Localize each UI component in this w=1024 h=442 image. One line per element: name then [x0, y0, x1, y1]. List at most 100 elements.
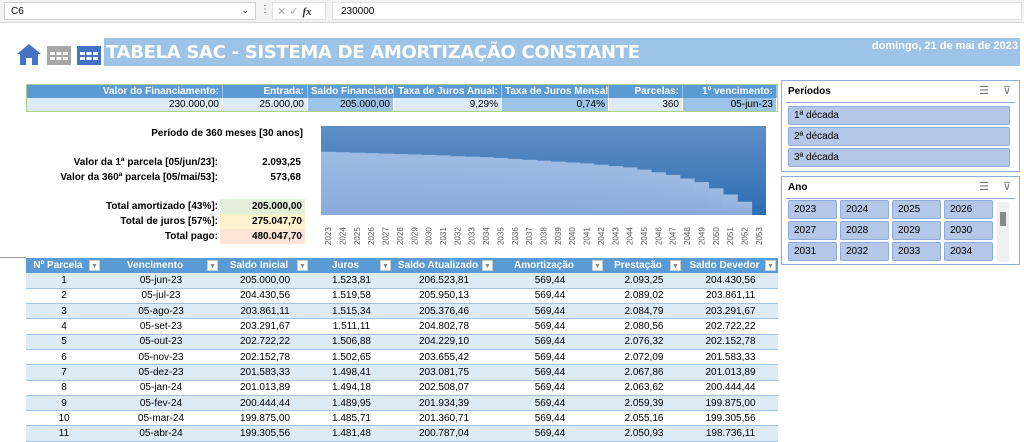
table-cell[interactable]: 1.498,41: [310, 364, 393, 381]
table-cell[interactable]: 10: [26, 410, 102, 427]
table-cell[interactable]: 569,44: [495, 395, 605, 412]
table-cell[interactable]: 201.583,33: [683, 349, 778, 366]
table-cell[interactable]: 203.655,42: [393, 349, 495, 366]
cancel-icon[interactable]: ✕: [277, 6, 287, 18]
table-cell[interactable]: 05-jan-24: [102, 380, 220, 396]
slicer-item[interactable]: 2026: [944, 200, 993, 219]
table-cell[interactable]: 201.583,33: [220, 364, 310, 381]
table-cell[interactable]: 569,44: [495, 410, 605, 427]
table-cell[interactable]: 5: [26, 334, 102, 350]
table-cell[interactable]: 8: [26, 380, 102, 396]
table-cell[interactable]: 205.950,13: [393, 288, 495, 305]
table-cell[interactable]: 202.152,78: [220, 349, 310, 366]
table-cell[interactable]: 1.506,88: [310, 334, 393, 350]
slicer-item[interactable]: 2023: [788, 200, 837, 219]
table-cell[interactable]: 2.072,09: [605, 349, 683, 366]
clear-filter-icon[interactable]: ⊽: [1002, 85, 1011, 97]
table-cell[interactable]: 7: [26, 364, 102, 381]
table-cell[interactable]: 1.489,95: [310, 395, 393, 412]
table-cell[interactable]: 05-mar-24: [102, 410, 220, 427]
table-cell[interactable]: 204.802,78: [393, 318, 495, 335]
table-cell[interactable]: 1.485,71: [310, 410, 393, 427]
slicer-item[interactable]: 2025: [892, 200, 941, 219]
chevron-down-icon[interactable]: ⌄: [241, 5, 249, 15]
table-cell[interactable]: 569,44: [495, 288, 605, 305]
calendar-icon[interactable]: [46, 42, 72, 66]
table-cell[interactable]: 05-ago-23: [102, 303, 220, 320]
table-cell[interactable]: 203.291,67: [683, 303, 778, 320]
table-cell[interactable]: 569,44: [495, 318, 605, 335]
slicer-item[interactable]: 1ª década: [788, 106, 1010, 125]
slicer-scrollbar[interactable]: [997, 202, 1009, 262]
slicer-item[interactable]: 2ª década: [788, 127, 1010, 146]
scrollbar-thumb[interactable]: [1000, 212, 1006, 226]
more-icon[interactable]: ⋮: [260, 4, 270, 15]
table-cell[interactable]: 4: [26, 318, 102, 335]
table-cell[interactable]: 200.444,44: [220, 395, 310, 412]
info-value[interactable]: 25.000,00: [223, 98, 308, 111]
table-cell[interactable]: 202.152,78: [683, 334, 778, 350]
table-cell[interactable]: 2.076,32: [605, 334, 683, 350]
name-box[interactable]: C6 ⌄: [4, 2, 256, 20]
table-cell[interactable]: 05-jul-23: [102, 288, 220, 305]
multi-select-icon[interactable]: ☰: [979, 85, 989, 97]
table-cell[interactable]: 201.013,89: [220, 380, 310, 396]
slicer-item[interactable]: 2033: [892, 242, 941, 261]
table-cell[interactable]: 6: [26, 349, 102, 366]
table-cell[interactable]: 569,44: [495, 349, 605, 366]
slicer-item[interactable]: 2032: [840, 242, 889, 261]
table-cell[interactable]: 2: [26, 288, 102, 305]
table-cell[interactable]: 199.305,56: [683, 410, 778, 427]
filter-dropdown-icon[interactable]: ▼: [670, 260, 681, 271]
table-cell[interactable]: 2.084,79: [605, 303, 683, 320]
table-cell[interactable]: 2.089,02: [605, 288, 683, 305]
slicer-item[interactable]: 2030: [944, 221, 993, 240]
table-cell[interactable]: 1.523,81: [310, 273, 393, 289]
table-cell[interactable]: 204.430,56: [683, 273, 778, 289]
table-cell[interactable]: 9: [26, 395, 102, 412]
table-cell[interactable]: 199.875,00: [683, 395, 778, 412]
table-cell[interactable]: 202.722,22: [683, 318, 778, 335]
table-cell[interactable]: 2.067,86: [605, 364, 683, 381]
table-cell[interactable]: 203.081,75: [393, 364, 495, 381]
table-cell[interactable]: 204.229,10: [393, 334, 495, 350]
slicer-item[interactable]: 2027: [788, 221, 837, 240]
fx-icon[interactable]: fx: [302, 6, 312, 18]
table-cell[interactable]: 201.013,89: [683, 364, 778, 381]
table-cell[interactable]: 569,44: [495, 364, 605, 381]
table-cell[interactable]: 202.722,22: [220, 334, 310, 350]
table-cell[interactable]: 569,44: [495, 334, 605, 350]
slicer-item[interactable]: 2031: [788, 242, 837, 261]
slicer-item[interactable]: 3ª década: [788, 148, 1010, 167]
table-cell[interactable]: 1.502,65: [310, 349, 393, 366]
table-cell[interactable]: 05-jun-23: [102, 273, 220, 289]
table-cell[interactable]: 2.080,56: [605, 318, 683, 335]
table-cell[interactable]: 05-out-23: [102, 334, 220, 350]
filter-dropdown-icon[interactable]: ▼: [89, 260, 100, 271]
table-cell[interactable]: 203.861,11: [220, 303, 310, 320]
table-cell[interactable]: 199.875,00: [220, 410, 310, 427]
table-cell[interactable]: 203.861,11: [683, 288, 778, 305]
filter-dropdown-icon[interactable]: ▼: [207, 260, 218, 271]
filter-dropdown-icon[interactable]: ▼: [592, 260, 603, 271]
table-cell[interactable]: 204.430,56: [220, 288, 310, 305]
table-cell[interactable]: 206.523,81: [393, 273, 495, 289]
table-cell[interactable]: 205.376,46: [393, 303, 495, 320]
table-cell[interactable]: 1.519,58: [310, 288, 393, 305]
filter-dropdown-icon[interactable]: ▼: [482, 260, 493, 271]
table-cell[interactable]: 1.511,11: [310, 318, 393, 335]
table-cell[interactable]: 200.444,44: [683, 380, 778, 396]
multi-select-icon[interactable]: ☰: [979, 181, 989, 193]
table-cell[interactable]: 1.515,34: [310, 303, 393, 320]
table-cell[interactable]: 2.093,25: [605, 273, 683, 289]
table-cell[interactable]: 05-set-23: [102, 318, 220, 335]
table-cell[interactable]: 205.000,00: [220, 273, 310, 289]
table-cell[interactable]: 201.360,71: [393, 410, 495, 427]
info-value[interactable]: 05-jun-23: [683, 98, 777, 111]
home-icon[interactable]: [16, 42, 42, 66]
filter-dropdown-icon[interactable]: ▼: [380, 260, 391, 271]
table-cell[interactable]: 569,44: [495, 273, 605, 289]
slicer-item[interactable]: 2028: [840, 221, 889, 240]
table-cell[interactable]: 3: [26, 303, 102, 320]
table-cell[interactable]: 05-dez-23: [102, 364, 220, 381]
